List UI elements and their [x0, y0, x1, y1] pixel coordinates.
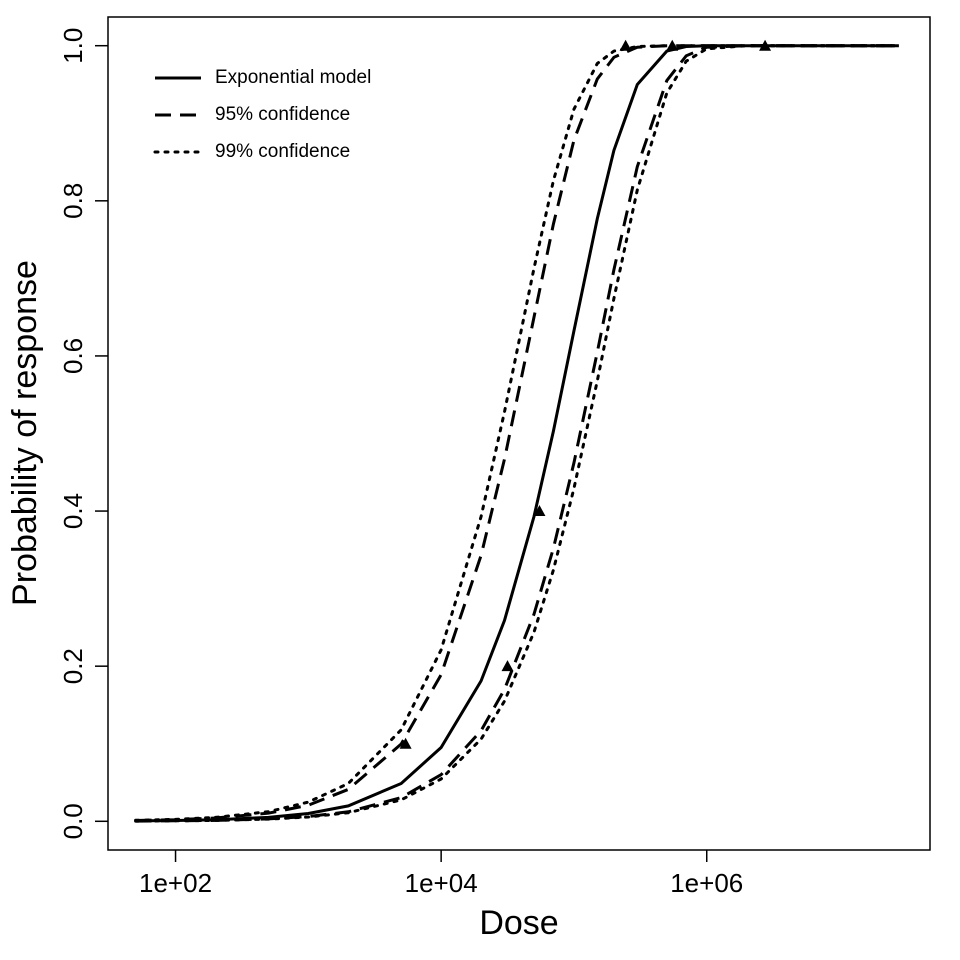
plot-frame	[107, 16, 931, 851]
data-point	[399, 737, 412, 749]
curve	[135, 44, 899, 822]
data-point	[501, 660, 514, 672]
y-tick-label: 1.0	[58, 28, 88, 64]
y-tick-label: 0.6	[58, 338, 88, 374]
data-point	[759, 39, 772, 51]
legend-label: 95% confidence	[215, 104, 350, 125]
data-point	[619, 39, 632, 51]
x-tick-label: 1e+02	[139, 868, 212, 898]
curve	[134, 44, 901, 823]
legend-label: Exponential model	[215, 67, 371, 88]
y-tick-label: 0.2	[58, 648, 88, 684]
y-tick-label: 0.8	[58, 183, 88, 219]
legend-label: 99% confidence	[215, 141, 350, 162]
y-tick-label: 0.0	[58, 803, 88, 839]
y-tick-label: 0.4	[58, 493, 88, 529]
x-tick-label: 1e+04	[405, 868, 478, 898]
curve	[134, 44, 901, 822]
y-axis-label: Probability of response	[6, 260, 44, 606]
data-point	[533, 505, 546, 517]
x-axis-label: Dose	[479, 904, 558, 942]
x-tick-label: 1e+06	[670, 868, 743, 898]
curve	[135, 44, 899, 823]
data-point	[666, 39, 679, 51]
